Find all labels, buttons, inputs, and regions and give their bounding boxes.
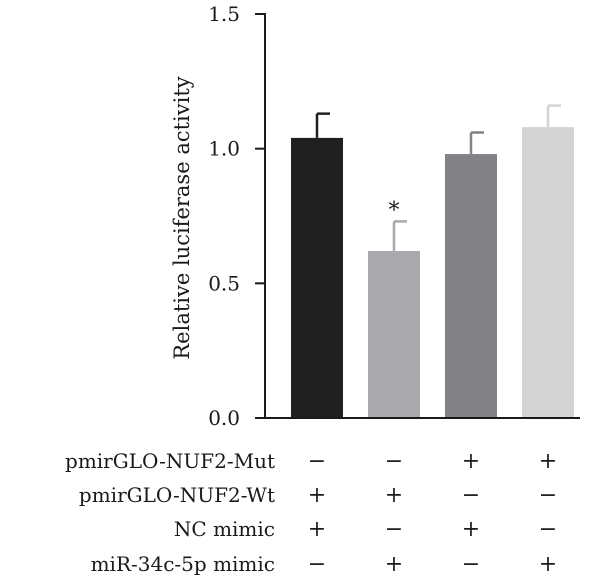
condition-sign: − xyxy=(462,483,480,508)
bar-3 xyxy=(445,154,497,418)
y-axis-label: Relative luciferase activity xyxy=(170,76,194,359)
y-tick-label: 1.0 xyxy=(208,137,240,161)
y-tick-label: 1.5 xyxy=(208,2,240,26)
significance-marker: * xyxy=(389,198,400,223)
condition-sign: − xyxy=(385,449,403,474)
y-tick-label: 0.5 xyxy=(208,271,240,295)
bar-2 xyxy=(368,251,420,418)
condition-sign: − xyxy=(462,552,480,577)
condition-sign: + xyxy=(308,517,326,542)
condition-sign: + xyxy=(462,449,480,474)
y-tick-label: 0.0 xyxy=(208,406,240,430)
condition-sign: − xyxy=(539,517,557,542)
condition-label: NC mimic xyxy=(174,517,275,541)
condition-label: miR-34c-5p mimic xyxy=(91,552,275,576)
condition-label: pmirGLO-NUF2-Mut xyxy=(65,449,275,473)
condition-sign: + xyxy=(539,552,557,577)
bar-4 xyxy=(522,127,574,419)
condition-label: pmirGLO-NUF2-Wt xyxy=(79,483,275,507)
bar-1 xyxy=(291,137,343,419)
condition-sign: + xyxy=(385,552,403,577)
condition-sign: − xyxy=(308,449,326,474)
condition-sign: + xyxy=(385,483,403,508)
condition-sign: − xyxy=(539,483,557,508)
condition-sign: + xyxy=(539,449,557,474)
plot-area: * 0.0 0.5 1.0 1.5 pmirGLO-NUF2-Mut − − + + pmirGLO… xyxy=(65,2,580,577)
condition-sign: + xyxy=(462,517,480,542)
condition-sign: + xyxy=(308,483,326,508)
condition-sign: − xyxy=(308,552,326,577)
condition-sign: − xyxy=(385,517,403,542)
